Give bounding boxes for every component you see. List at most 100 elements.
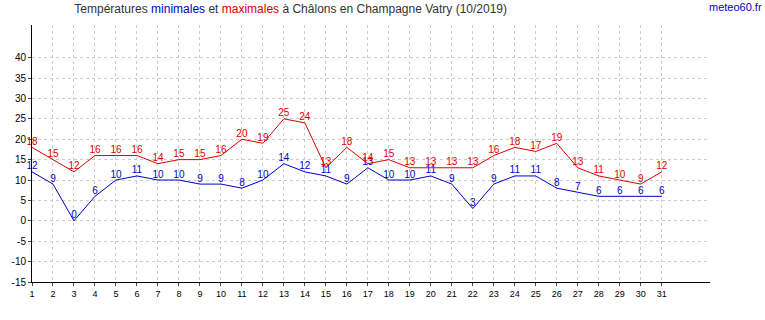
svg-text:21: 21 [447,289,457,299]
svg-text:15: 15 [47,148,59,159]
svg-text:10: 10 [216,289,226,299]
svg-text:13: 13 [279,289,289,299]
svg-text:3: 3 [71,289,76,299]
svg-text:13: 13 [320,156,332,167]
svg-text:12: 12 [299,160,311,171]
svg-text:15: 15 [194,148,206,159]
svg-text:24: 24 [299,111,311,122]
svg-text:9: 9 [218,173,224,184]
svg-text:18: 18 [341,136,353,147]
svg-text:8: 8 [239,177,245,188]
svg-text:12: 12 [258,289,268,299]
svg-text:15: 15 [173,148,185,159]
svg-text:11: 11 [426,164,437,175]
svg-text:18: 18 [26,136,38,147]
svg-text:27: 27 [573,289,583,299]
svg-text:15: 15 [15,154,27,165]
svg-text:13: 13 [572,156,584,167]
svg-text:25: 25 [531,289,541,299]
svg-text:16: 16 [215,144,227,155]
svg-text:15: 15 [321,289,331,299]
svg-text:20: 20 [15,134,27,145]
svg-text:9: 9 [449,173,455,184]
svg-text:14: 14 [362,152,374,163]
svg-text:9: 9 [50,173,56,184]
svg-text:10: 10 [383,169,395,180]
svg-text:17: 17 [530,140,542,151]
svg-text:14: 14 [152,152,164,163]
svg-text:18: 18 [384,289,394,299]
svg-text:20: 20 [426,289,436,299]
svg-text:40: 40 [15,52,27,63]
svg-text:14: 14 [278,152,290,163]
svg-text:10: 10 [173,169,185,180]
svg-text:12: 12 [26,160,38,171]
svg-text:14: 14 [300,289,310,299]
svg-text:16: 16 [131,144,143,155]
svg-text:11: 11 [321,164,332,175]
svg-text:20: 20 [236,128,248,139]
svg-text:9: 9 [197,173,203,184]
svg-text:-10: -10 [12,256,27,267]
svg-text:9: 9 [491,173,497,184]
svg-text:12: 12 [656,160,668,171]
svg-text:30: 30 [15,93,27,104]
svg-text:1: 1 [29,289,34,299]
svg-text:16: 16 [110,144,122,155]
svg-text:4: 4 [92,289,97,299]
svg-text:9: 9 [344,173,350,184]
svg-text:7: 7 [155,289,160,299]
svg-text:10: 10 [15,175,27,186]
svg-text:11: 11 [132,164,143,175]
svg-text:30: 30 [636,289,646,299]
svg-text:10: 10 [257,169,269,180]
svg-text:7: 7 [575,181,581,192]
svg-text:31: 31 [657,289,667,299]
svg-text:25: 25 [15,113,27,124]
svg-text:12: 12 [68,160,80,171]
svg-text:meteo60.fr: meteo60.fr [709,1,762,13]
svg-text:0: 0 [71,209,77,220]
svg-text:16: 16 [89,144,101,155]
svg-text:10: 10 [152,169,164,180]
svg-text:11: 11 [237,289,246,299]
svg-text:10: 10 [404,169,416,180]
svg-text:6: 6 [134,289,139,299]
svg-text:-5: -5 [17,236,26,247]
svg-text:13: 13 [446,156,458,167]
svg-text:29: 29 [615,289,625,299]
svg-text:8: 8 [176,289,181,299]
svg-text:11: 11 [594,164,605,175]
svg-text:16: 16 [488,144,500,155]
svg-text:16: 16 [342,289,352,299]
svg-text:Températures minimales et maxi: Températures minimales et maximales à Ch… [74,2,507,16]
svg-text:5: 5 [113,289,118,299]
svg-text:28: 28 [594,289,604,299]
svg-text:22: 22 [468,289,478,299]
svg-text:6: 6 [596,185,602,196]
svg-text:35: 35 [15,73,27,84]
svg-text:9: 9 [638,173,644,184]
svg-text:26: 26 [552,289,562,299]
svg-text:3: 3 [470,197,476,208]
svg-text:19: 19 [551,132,563,143]
svg-text:11: 11 [510,164,521,175]
svg-text:24: 24 [510,289,520,299]
svg-text:13: 13 [467,156,479,167]
svg-text:6: 6 [92,185,98,196]
svg-text:10: 10 [110,169,122,180]
svg-text:2: 2 [50,289,55,299]
svg-text:0: 0 [20,215,26,226]
svg-text:17: 17 [363,289,373,299]
svg-text:6: 6 [638,185,644,196]
svg-text:25: 25 [278,107,290,118]
svg-text:13: 13 [425,156,437,167]
svg-text:5: 5 [20,195,26,206]
svg-text:18: 18 [509,136,521,147]
svg-text:11: 11 [531,164,542,175]
svg-text:13: 13 [404,156,416,167]
svg-text:6: 6 [659,185,665,196]
svg-text:9: 9 [197,289,202,299]
svg-text:°C: °C [7,0,19,2]
svg-text:19: 19 [405,289,415,299]
